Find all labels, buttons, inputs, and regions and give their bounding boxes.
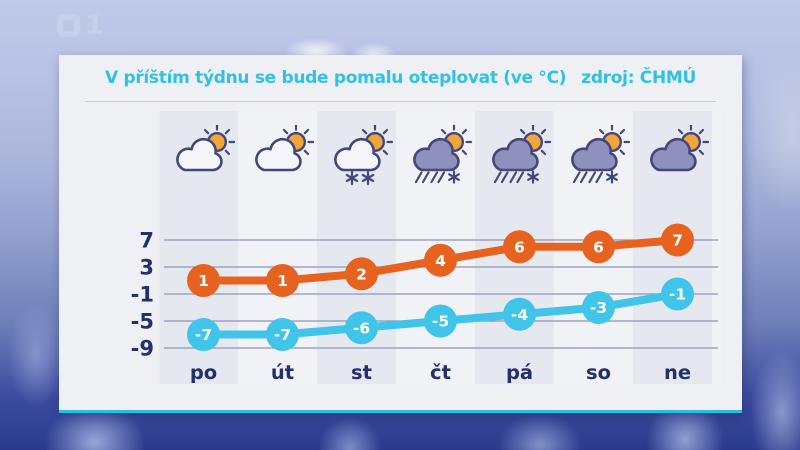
data-point-label: 2 <box>356 265 367 283</box>
data-point-label: 4 <box>435 252 446 270</box>
data-point <box>187 318 220 351</box>
data-point <box>266 318 299 351</box>
sleet-showers-icon <box>567 123 631 187</box>
data-point-label: 6 <box>514 238 525 256</box>
data-point <box>582 230 615 264</box>
x-axis-labels: po út st čt pá so ne <box>190 361 691 384</box>
data-point-label: -4 <box>511 306 528 324</box>
svg-text:čt: čt <box>430 361 451 384</box>
data-point-label: -3 <box>590 299 607 317</box>
data-point-label: -7 <box>274 326 291 344</box>
data-point <box>424 304 457 338</box>
ct1-logo-watermark: 1 <box>57 10 104 41</box>
data-point <box>582 291 615 324</box>
ct-logo-icon <box>57 14 80 37</box>
ct1-channel-digit: 1 <box>85 10 104 41</box>
data-point-label: -7 <box>195 326 212 344</box>
svg-text:pá: pá <box>506 361 533 384</box>
svg-text:3: 3 <box>139 256 154 280</box>
data-point <box>187 264 220 297</box>
sleet-showers-icon <box>409 123 473 187</box>
svg-text:-9: -9 <box>131 337 154 361</box>
partly-cloudy-icon <box>251 123 315 187</box>
data-point <box>661 223 694 257</box>
svg-text:so: so <box>586 361 611 384</box>
data-point <box>661 277 694 311</box>
temperature-chart: 73-1-5-9po út st čt pá so ne1 1 246 6 7-7 -7 -6 -5 -4-… <box>131 223 718 384</box>
mostly-cloudy-icon <box>646 123 710 187</box>
data-point-label: 6 <box>593 238 604 256</box>
partly-cloudy-icon <box>172 123 236 187</box>
data-point <box>424 243 457 277</box>
page-title: V příštím týdnu se bude pomalu oteplovat… <box>104 68 567 88</box>
data-point-label: 1 <box>277 272 288 290</box>
svg-text:út: út <box>271 361 294 384</box>
data-point-label: 7 <box>672 232 683 250</box>
panel-header: V příštím týdnu se bude pomalu oteplovat… <box>59 68 742 88</box>
svg-text:-5: -5 <box>131 310 154 334</box>
forecast-panel: V příštím týdnu se bude pomalu oteplovat… <box>59 55 742 413</box>
data-point-label: -1 <box>669 286 686 304</box>
svg-text:-1: -1 <box>131 283 154 307</box>
data-point <box>503 297 536 331</box>
svg-text:st: st <box>351 361 372 384</box>
series-daily-maximum: 1 1 2 4 6 6 7 <box>187 223 694 297</box>
series-daily-minimum: -7 -7 -6 -5 -4 -3 -1 <box>187 277 694 351</box>
data-point <box>345 257 378 291</box>
sleet-showers-icon <box>488 123 552 187</box>
svg-text:7: 7 <box>139 229 154 253</box>
weather-icons-row <box>164 123 718 187</box>
svg-text:po: po <box>190 361 217 384</box>
data-point <box>266 264 299 297</box>
svg-text:ne: ne <box>664 361 691 384</box>
data-point-label: 1 <box>198 272 209 290</box>
title-underline <box>85 101 716 102</box>
data-point <box>503 230 536 264</box>
source-label: zdroj: ČHMÚ <box>581 68 697 88</box>
data-point <box>345 311 378 345</box>
snow-showers-icon <box>330 123 394 187</box>
data-point-label: -6 <box>353 319 370 337</box>
data-point-label: -5 <box>432 313 449 331</box>
y-axis-labels: 7 3 -1 -5 -9 <box>131 229 154 361</box>
